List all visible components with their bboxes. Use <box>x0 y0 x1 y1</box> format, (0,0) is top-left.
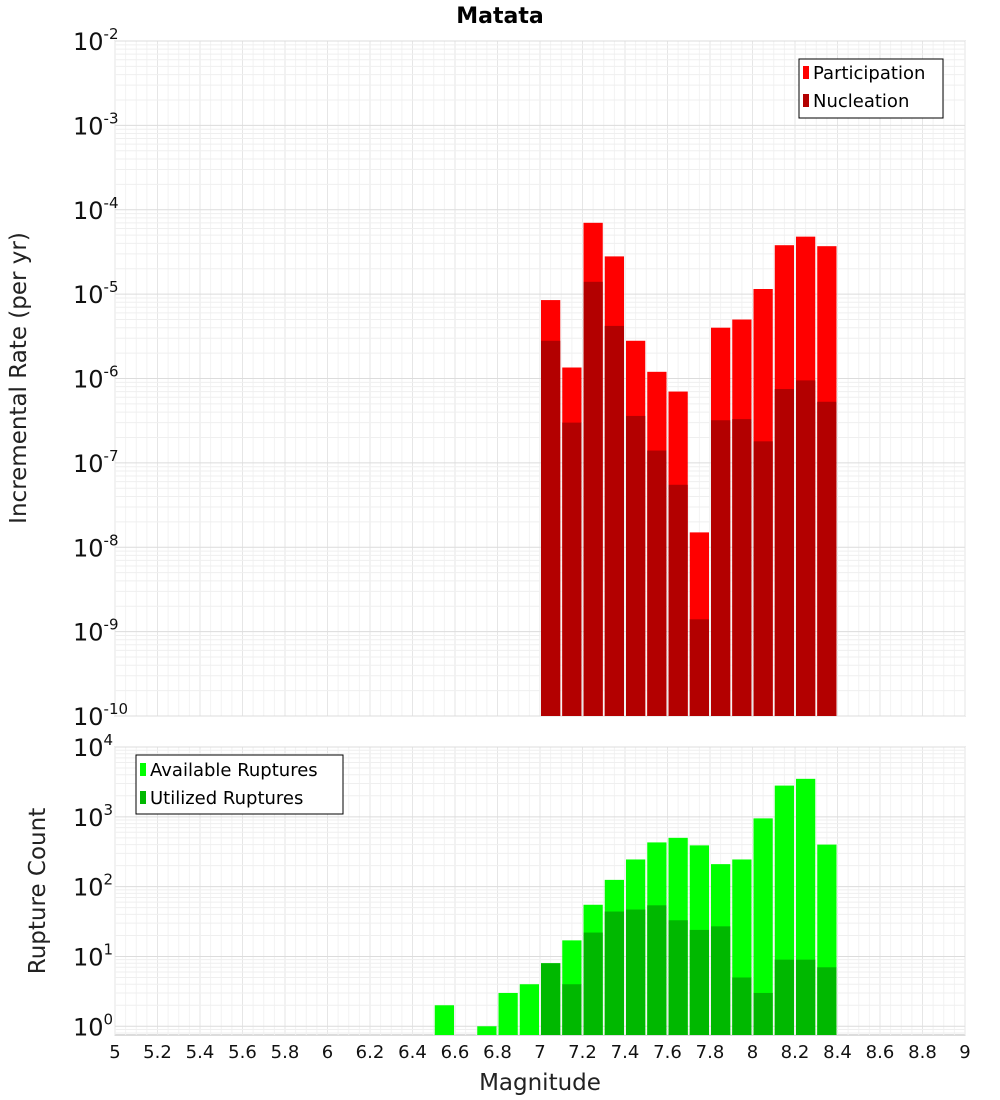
top-bar-nucleation <box>604 325 624 716</box>
y-tick-label: 10-9 <box>73 616 119 647</box>
y-tick-label: 10-3 <box>73 109 119 140</box>
bottom-bars <box>434 778 837 1035</box>
x-tick-label: 6 <box>322 1042 333 1063</box>
top-bar-nucleation <box>583 281 603 716</box>
x-tick-label: 5 <box>109 1042 120 1063</box>
bottom-panel: 100 101 102 103 104 5 5.2 5.4 5.6 5.8 6 6.2 6.4 6.6 6… <box>25 731 971 1096</box>
x-axis-label: Magnitude <box>479 1070 601 1096</box>
x-tick-label: 5.2 <box>143 1042 172 1063</box>
x-tick-label: 7.6 <box>653 1042 682 1063</box>
bottom-bar-utilized-ruptures <box>732 977 752 1035</box>
top-bar-nucleation <box>774 389 794 716</box>
top-grid <box>114 40 966 717</box>
bottom-bar-available-ruptures <box>753 818 773 1035</box>
top-bar-nucleation <box>541 340 561 716</box>
chart-title: Matata <box>456 4 543 29</box>
top-bar-nucleation <box>753 441 773 716</box>
x-tick-label: 7.4 <box>611 1042 640 1063</box>
top-bar-nucleation <box>689 619 709 716</box>
x-tick-label: 6.4 <box>398 1042 427 1063</box>
bottom-bar-utilized-ruptures <box>541 963 561 1035</box>
y-tick-label: 10-4 <box>73 194 119 225</box>
x-tick-label: 7 <box>534 1042 545 1063</box>
x-axis-ticks: 5 5.2 5.4 5.6 5.8 6 6.2 6.4 6.6 6.8 7 7.2 7.4 7.6 7.8 8… <box>109 1042 970 1063</box>
bottom-bar-utilized-ruptures <box>711 926 731 1035</box>
y-tick-label: 10-7 <box>73 447 119 478</box>
top-bars <box>541 222 837 717</box>
legend-swatch-available <box>140 763 146 776</box>
y-tick-label: 10-5 <box>73 278 119 309</box>
bottom-bar-utilized-ruptures <box>774 959 794 1035</box>
bottom-legend-box <box>135 754 344 815</box>
legend-swatch-participation <box>803 66 809 79</box>
x-tick-label: 8.4 <box>823 1042 852 1063</box>
legend-label-participation: Participation <box>813 63 925 84</box>
y-tick-label: 104 <box>73 731 113 762</box>
x-tick-label: 6.8 <box>483 1042 512 1063</box>
legend-label-available: Available Ruptures <box>150 760 318 781</box>
bottom-bar-utilized-ruptures <box>817 967 837 1035</box>
top-bar-nucleation <box>562 422 582 716</box>
top-bar-nucleation <box>668 484 688 716</box>
y-tick-label: 10-6 <box>73 363 119 394</box>
x-tick-label: 8.6 <box>866 1042 895 1063</box>
top-y-axis-label: Incremental Rate (per yr) <box>6 232 32 524</box>
bottom-y-axis-ticks: 100 101 102 103 104 <box>73 731 113 1041</box>
bottom-bar-utilized-ruptures <box>753 992 773 1035</box>
x-tick-label: 8.2 <box>781 1042 810 1063</box>
bottom-bar-utilized-ruptures <box>668 920 688 1035</box>
y-tick-label: 10-2 <box>73 25 119 56</box>
legend-label-utilized: Utilized Ruptures <box>150 788 303 809</box>
bottom-bar-utilized-ruptures <box>626 909 646 1035</box>
top-bar-nucleation <box>732 419 752 716</box>
bottom-y-axis-label: Rupture Count <box>25 808 51 974</box>
y-tick-label: 100 <box>73 1010 113 1041</box>
bottom-bar-available-ruptures <box>519 984 539 1035</box>
bottom-bar-utilized-ruptures <box>689 929 709 1035</box>
x-tick-label: 8 <box>747 1042 758 1063</box>
x-tick-label: 8.8 <box>908 1042 937 1063</box>
x-tick-label: 7.2 <box>568 1042 597 1063</box>
bottom-bar-utilized-ruptures <box>583 932 603 1035</box>
x-tick-label: 6.2 <box>356 1042 385 1063</box>
bottom-bar-utilized-ruptures <box>647 905 667 1035</box>
top-bar-nucleation <box>711 420 731 716</box>
y-tick-label: 10-10 <box>73 700 128 731</box>
top-bar-nucleation <box>817 401 837 716</box>
legend-swatch-utilized <box>140 791 146 804</box>
x-tick-label: 9 <box>959 1042 970 1063</box>
bottom-bar-utilized-ruptures <box>796 959 816 1035</box>
bottom-bar-utilized-ruptures <box>562 984 582 1035</box>
bottom-bar-available-ruptures <box>434 1005 454 1035</box>
top-panel: 10-10 10-9 10-8 10-7 10-6 10-5 10-4 10-3 10-2 In… <box>6 25 966 731</box>
bottom-legend: Available Ruptures Utilized Ruptures <box>135 754 344 815</box>
y-tick-label: 10-8 <box>73 531 119 562</box>
top-legend: Participation Nucleation <box>798 58 944 119</box>
top-y-axis-ticks: 10-10 10-9 10-8 10-7 10-6 10-5 10-4 10-3 10-2 <box>73 25 128 731</box>
legend-swatch-nucleation <box>803 94 809 107</box>
legend-label-nucleation: Nucleation <box>813 91 909 112</box>
x-tick-label: 5.6 <box>228 1042 257 1063</box>
y-tick-label: 101 <box>73 940 113 971</box>
top-legend-box <box>798 58 944 119</box>
bottom-bar-available-ruptures <box>498 992 518 1035</box>
y-tick-label: 103 <box>73 801 113 832</box>
bottom-bar-available-ruptures <box>477 1026 497 1035</box>
bottom-bar-utilized-ruptures <box>604 911 624 1035</box>
y-tick-label: 102 <box>73 871 113 902</box>
x-tick-label: 5.4 <box>186 1042 215 1063</box>
top-bar-nucleation <box>626 415 646 716</box>
x-tick-label: 5.8 <box>271 1042 300 1063</box>
x-tick-label: 6.6 <box>441 1042 470 1063</box>
top-bar-nucleation <box>796 380 816 716</box>
top-bar-nucleation <box>647 450 667 716</box>
x-tick-label: 7.8 <box>696 1042 725 1063</box>
